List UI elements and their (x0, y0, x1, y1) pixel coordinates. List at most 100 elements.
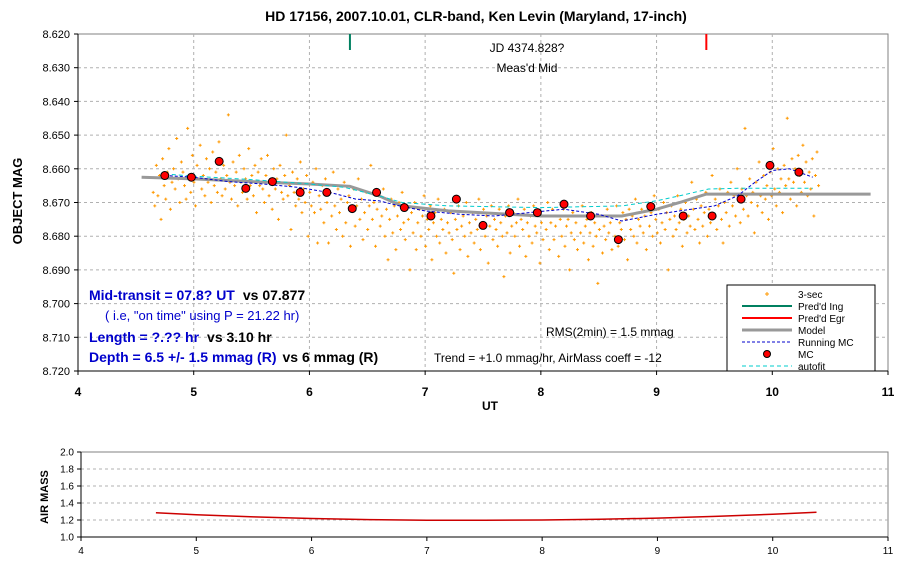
three-sec-point (588, 231, 592, 235)
three-sec-point (817, 184, 821, 188)
three-sec-point (474, 217, 478, 221)
three-sec-point (538, 261, 542, 265)
legend-label: MC (798, 350, 814, 361)
three-sec-point (524, 254, 528, 258)
three-sec-point (514, 221, 518, 225)
legend-swatch (763, 350, 771, 358)
three-sec-point (622, 238, 626, 242)
airmass-y-tick-label: 1.4 (60, 499, 74, 510)
three-sec-point (688, 224, 692, 228)
airmass-x-tick-label: 4 (78, 546, 84, 557)
three-sec-point (735, 167, 739, 171)
length-predicted: vs 3.10 hr (207, 329, 272, 345)
mid-transit-text: Mid-transit = 07.8? UT vs 07.877 (89, 287, 305, 303)
three-sec-point (746, 214, 750, 218)
three-sec-point (544, 227, 548, 231)
three-sec-point (655, 231, 659, 235)
three-sec-point (541, 238, 545, 242)
three-sec-point (734, 214, 738, 218)
three-sec-point (654, 217, 658, 221)
three-sec-point (245, 197, 249, 201)
three-sec-point (295, 177, 299, 181)
three-sec-point (154, 163, 158, 167)
y-tick-label: 8.630 (42, 63, 70, 75)
three-sec-point (707, 207, 711, 211)
three-sec-point (738, 221, 742, 225)
three-sec-point (297, 197, 301, 201)
three-sec-point (289, 227, 293, 231)
x-tick-label: 5 (190, 385, 197, 399)
three-sec-point (505, 231, 509, 235)
three-sec-point (781, 211, 785, 215)
three-sec-point (226, 113, 230, 117)
airmass-line (155, 511, 817, 522)
three-sec-point (815, 150, 819, 154)
three-sec-point (319, 207, 323, 211)
y-tick-label: 8.700 (42, 299, 70, 311)
three-sec-point (720, 217, 724, 221)
three-sec-point (336, 187, 340, 191)
three-sec-point (322, 221, 326, 225)
three-sec-point (626, 258, 630, 262)
three-sec-point (327, 241, 331, 245)
three-sec-point (666, 268, 670, 272)
three-sec-point (500, 234, 504, 238)
three-sec-point (602, 224, 606, 228)
three-sec-point (270, 207, 274, 211)
three-sec-point (696, 217, 700, 221)
three-sec-point (200, 187, 204, 191)
three-sec-point (774, 204, 778, 208)
three-sec-point (463, 234, 467, 238)
three-sec-point (568, 268, 572, 272)
three-sec-point (715, 227, 719, 231)
mc-point (322, 187, 332, 197)
three-sec-point (369, 163, 373, 167)
three-sec-point (782, 163, 786, 167)
three-sec-point (652, 194, 656, 198)
three-sec-point (394, 248, 398, 252)
three-sec-point (596, 281, 600, 285)
depth-text: Depth = 6.5 +/- 1.5 mmag (R) vs 6 mmag (R… (89, 349, 378, 365)
three-sec-point (710, 174, 714, 178)
three-sec-point (162, 184, 166, 188)
airmass-y-tick-label: 2.0 (60, 448, 74, 459)
three-sec-point (206, 180, 210, 184)
three-sec-point (813, 174, 817, 178)
three-sec-point (674, 227, 678, 231)
airmass-x-tick-label: 11 (883, 546, 894, 557)
three-sec-point (250, 174, 254, 178)
y-tick-label: 8.620 (42, 29, 70, 41)
three-sec-point (450, 238, 454, 242)
three-sec-point (787, 177, 791, 181)
three-sec-point (586, 258, 590, 262)
three-sec-point (565, 224, 569, 228)
three-sec-point (276, 217, 280, 221)
three-sec-point (431, 221, 435, 225)
mc-point (532, 208, 542, 218)
three-sec-point (608, 221, 612, 225)
airmass-axes: 1.0 1.2 1.4 1.6 1.8 2.0 4 5 6 7 8 9 10 11 (60, 448, 894, 558)
three-sec-point (395, 214, 399, 218)
three-sec-point (383, 234, 387, 238)
three-sec-point (305, 174, 309, 178)
x-tick-label: 11 (882, 385, 895, 399)
three-sec-point (190, 153, 194, 157)
three-sec-point (435, 234, 439, 238)
three-sec-point (414, 248, 418, 252)
three-sec-point (225, 174, 229, 178)
three-sec-point (763, 197, 767, 201)
three-sec-point (272, 167, 276, 171)
three-sec-point (629, 227, 633, 231)
three-sec-point (601, 251, 605, 255)
three-sec-point (464, 201, 468, 204)
mc-point (707, 211, 717, 221)
three-sec-point (375, 207, 379, 211)
main-gridlines (77, 33, 889, 372)
three-sec-point (607, 231, 611, 235)
three-sec-point (727, 224, 731, 228)
three-sec-point (203, 194, 207, 198)
mc-point (347, 204, 357, 214)
three-sec-point (668, 217, 672, 221)
three-sec-point (658, 241, 662, 245)
three-sec-point (810, 157, 814, 161)
